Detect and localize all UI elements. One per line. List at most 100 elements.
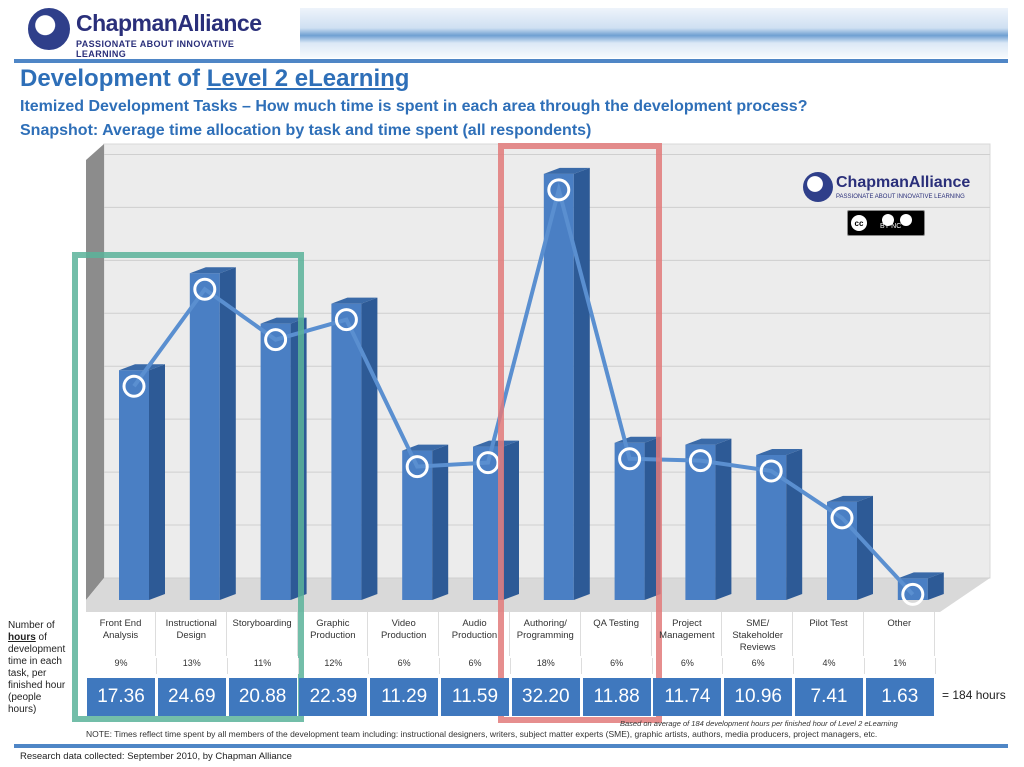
category-label: Audio Production	[440, 612, 510, 656]
bar	[402, 450, 433, 600]
header-banner	[300, 8, 1008, 58]
category-label: QA Testing	[582, 612, 652, 656]
bar-side	[786, 448, 803, 600]
cc-license-label: BY NC	[880, 223, 902, 230]
category-label: Instructional Design	[157, 612, 227, 656]
creative-commons-badge: cc BY NC	[847, 210, 925, 236]
line-marker	[405, 455, 429, 479]
value-label: 7.41	[795, 678, 863, 716]
title-link[interactable]: Level 2 eLearning	[206, 65, 410, 92]
bar-side	[503, 440, 519, 600]
chart-side-wall	[86, 144, 104, 600]
bar-top	[473, 440, 519, 447]
bar-top	[402, 444, 449, 451]
logo-emblem-icon	[28, 8, 70, 50]
bar	[685, 444, 716, 600]
percentage-label: 12%	[298, 658, 370, 674]
ylabel-bold: hours	[8, 632, 36, 643]
value-label: 1.63	[865, 678, 934, 716]
subtitle-2: Snapshot: Average time allocation by tas…	[20, 122, 592, 139]
bar-chart	[86, 143, 991, 612]
line-marker	[193, 277, 217, 301]
category-label: Storyboarding	[228, 612, 298, 656]
bar-top	[897, 572, 944, 579]
subtitle-1: Itemized Development Tasks – How much ti…	[20, 98, 808, 115]
highlight-box-green	[72, 252, 304, 722]
bar-side	[219, 267, 236, 600]
footer-text: Research data collected: September 2010,…	[20, 751, 292, 762]
value-label: 10.96	[724, 678, 793, 716]
bar-top	[756, 448, 803, 455]
line-marker	[334, 308, 358, 332]
category-label: Authoring/ Programming	[511, 612, 581, 656]
bar-top	[827, 495, 873, 502]
bar-top	[260, 317, 307, 324]
bar	[331, 303, 362, 600]
category-label: Project Management	[652, 612, 723, 656]
percentage-label: 18%	[511, 658, 582, 674]
bar-top	[543, 167, 590, 174]
line-marker	[618, 447, 642, 471]
value-label: 17.36	[87, 678, 155, 716]
line-marker	[759, 459, 783, 483]
page-title: Development of Level 2 eLearning	[20, 65, 409, 93]
value-label: 11.88	[582, 678, 651, 716]
basis-note: Based on average of 184 development hour…	[620, 719, 898, 728]
bar-top	[331, 297, 378, 304]
bar	[119, 370, 149, 600]
percentage-label: 6%	[652, 658, 724, 674]
bar-top	[119, 364, 165, 371]
header-divider	[14, 59, 1008, 63]
header: ChapmanAlliance PASSIONATE ABOUT INNOVAT…	[0, 0, 1024, 63]
category-label: Other	[865, 612, 935, 656]
value-label: 11.74	[653, 678, 722, 716]
line-marker	[264, 328, 288, 352]
percentage-label: 6%	[440, 658, 511, 674]
bar-side	[573, 167, 590, 600]
bar-side	[432, 444, 449, 600]
watermark-name: ChapmanAlliance	[836, 174, 971, 191]
bar-side	[361, 297, 378, 600]
ylabel-pre: Number of	[8, 620, 55, 631]
title-prefix: Development of	[20, 65, 207, 92]
bar	[189, 273, 220, 600]
cc-icons: cc	[851, 214, 912, 231]
watermark-emblem-icon	[803, 172, 833, 202]
category-label: Video Production	[369, 612, 440, 656]
line-marker	[122, 374, 146, 398]
bar	[543, 173, 574, 600]
value-label: 11.29	[370, 678, 439, 716]
value-label: 20.88	[228, 678, 297, 716]
percentage-label: 4%	[794, 658, 865, 674]
logo-tagline: PASSIONATE ABOUT INNOVATIVE LEARNING	[76, 39, 235, 59]
svg-text:cc: cc	[855, 219, 864, 228]
value-label: 11.59	[441, 678, 509, 716]
value-label: 22.39	[299, 678, 368, 716]
category-label: Pilot Test	[794, 612, 864, 656]
highlight-box-red	[498, 143, 662, 723]
bar-side	[927, 572, 944, 600]
percentage-label: 6%	[369, 658, 441, 674]
total-hours: = 184 hours	[942, 688, 1006, 702]
category-label: Front End Analysis	[86, 612, 156, 656]
bar-side	[149, 364, 165, 600]
bar-top	[685, 438, 732, 445]
percentage-label: 11%	[228, 658, 299, 674]
percentage-label: 1%	[865, 658, 936, 674]
watermark-logo: ChapmanAlliance PASSIONATE ABOUT INNOVAT…	[803, 170, 971, 240]
line-marker	[830, 506, 854, 530]
footer-divider	[14, 744, 1008, 748]
bar	[260, 323, 291, 600]
percentage-label: 6%	[723, 658, 795, 674]
y-axis-label: Number of hours of development time in e…	[8, 620, 70, 716]
bar-top	[189, 267, 236, 274]
line-marker	[688, 449, 712, 473]
team-note: NOTE: Times reflect time spent by all me…	[86, 729, 878, 739]
line-marker	[901, 582, 925, 606]
bar-side	[857, 495, 873, 600]
value-label: 32.20	[511, 678, 580, 716]
percentage-label: 13%	[157, 658, 228, 674]
bar-side	[715, 438, 732, 600]
ylabel-post: of development time in each task, per fi…	[8, 632, 66, 715]
category-label: Graphic Production	[298, 612, 369, 656]
